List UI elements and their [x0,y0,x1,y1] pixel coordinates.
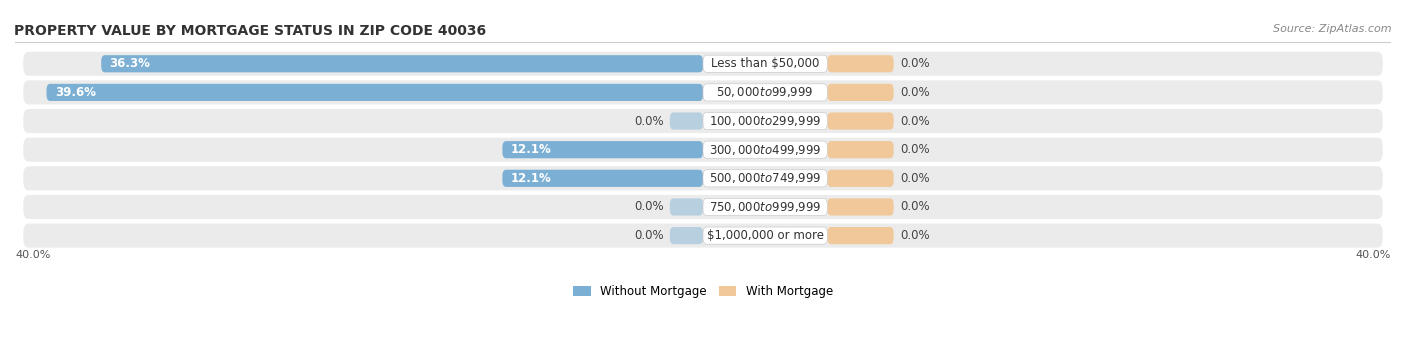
FancyBboxPatch shape [24,138,1382,162]
FancyBboxPatch shape [827,227,894,244]
Text: $50,000 to $99,999: $50,000 to $99,999 [717,85,814,100]
FancyBboxPatch shape [827,198,894,216]
FancyBboxPatch shape [703,227,827,244]
Text: $500,000 to $749,999: $500,000 to $749,999 [709,171,821,185]
FancyBboxPatch shape [827,113,894,130]
Text: PROPERTY VALUE BY MORTGAGE STATUS IN ZIP CODE 40036: PROPERTY VALUE BY MORTGAGE STATUS IN ZIP… [14,24,486,38]
Text: 0.0%: 0.0% [634,201,664,213]
Text: 12.1%: 12.1% [510,172,551,185]
FancyBboxPatch shape [669,227,703,244]
FancyBboxPatch shape [703,170,827,187]
FancyBboxPatch shape [827,141,894,158]
FancyBboxPatch shape [24,80,1382,104]
FancyBboxPatch shape [24,166,1382,190]
Text: $100,000 to $299,999: $100,000 to $299,999 [709,114,821,128]
FancyBboxPatch shape [669,113,703,130]
Text: 36.3%: 36.3% [110,57,150,70]
Text: Source: ZipAtlas.com: Source: ZipAtlas.com [1274,24,1392,34]
FancyBboxPatch shape [827,55,894,72]
FancyBboxPatch shape [101,55,703,72]
Text: $1,000,000 or more: $1,000,000 or more [707,229,824,242]
FancyBboxPatch shape [24,224,1382,248]
Text: 0.0%: 0.0% [900,229,929,242]
FancyBboxPatch shape [703,113,827,130]
Text: 0.0%: 0.0% [634,115,664,128]
Text: $300,000 to $499,999: $300,000 to $499,999 [709,143,821,157]
FancyBboxPatch shape [669,198,703,216]
FancyBboxPatch shape [502,170,703,187]
Text: 0.0%: 0.0% [900,115,929,128]
Legend: Without Mortgage, With Mortgage: Without Mortgage, With Mortgage [574,285,832,298]
FancyBboxPatch shape [827,170,894,187]
Text: 39.6%: 39.6% [55,86,96,99]
FancyBboxPatch shape [24,109,1382,133]
FancyBboxPatch shape [502,141,703,158]
FancyBboxPatch shape [703,141,827,158]
FancyBboxPatch shape [703,198,827,216]
FancyBboxPatch shape [703,55,827,72]
FancyBboxPatch shape [46,84,703,101]
FancyBboxPatch shape [703,84,827,101]
Text: 40.0%: 40.0% [15,250,51,260]
Text: 0.0%: 0.0% [900,172,929,185]
FancyBboxPatch shape [24,52,1382,76]
Text: 0.0%: 0.0% [900,86,929,99]
Text: 0.0%: 0.0% [900,201,929,213]
Text: 0.0%: 0.0% [900,143,929,156]
FancyBboxPatch shape [24,195,1382,219]
Text: Less than $50,000: Less than $50,000 [711,57,820,70]
Text: $750,000 to $999,999: $750,000 to $999,999 [709,200,821,214]
Text: 12.1%: 12.1% [510,143,551,156]
Text: 40.0%: 40.0% [1355,250,1391,260]
Text: 0.0%: 0.0% [634,229,664,242]
FancyBboxPatch shape [827,84,894,101]
Text: 0.0%: 0.0% [900,57,929,70]
